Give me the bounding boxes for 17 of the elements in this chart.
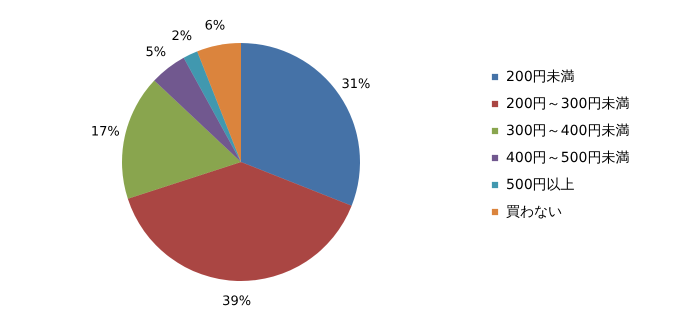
pie-slice [197,43,241,162]
pie-slice [122,80,241,199]
data-label: 17% [90,124,120,140]
legend-label: 500円以上 [506,177,575,193]
pie-slice [128,162,352,281]
legend-label: 買わない [506,204,562,220]
data-label: 31% [342,76,370,92]
data-label: 39% [222,294,252,309]
legend-label: 300円～400円未満 [506,123,630,139]
data-label: 2% [172,29,192,44]
legend-label: 400円～500円未満 [506,150,630,166]
legend-label: 200円～300円未満 [506,96,630,112]
pie-slice [154,58,241,162]
legend-label: 200円未満 [506,69,575,85]
data-label: 6% [204,18,226,34]
pie-slice [184,51,241,162]
data-label: 5% [145,45,166,60]
